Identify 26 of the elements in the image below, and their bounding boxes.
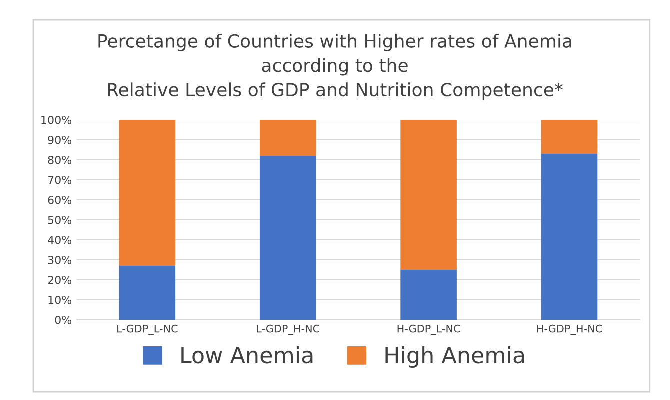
bar <box>119 266 176 320</box>
bar <box>400 270 457 320</box>
legend-label: Low Anemia <box>182 346 313 364</box>
bar <box>541 120 598 154</box>
y-tick-label: 50% <box>48 216 72 224</box>
bar <box>541 154 598 320</box>
x-tick-label: L-GDP_H-NC <box>257 324 320 336</box>
x-tick-label: H-GDP_L-NC <box>398 324 460 336</box>
bar <box>260 156 316 320</box>
y-tick-label: 90% <box>48 136 72 144</box>
legend-label: High Anemia <box>386 346 524 368</box>
y-tick-label: 70% <box>48 176 72 184</box>
y-tick-label: 10% <box>48 296 72 304</box>
y-tick-label: 80% <box>48 156 72 164</box>
y-tick-label: 0% <box>55 316 72 324</box>
bar <box>260 120 316 156</box>
x-tick-label: H-GDP_H-NC <box>537 324 602 336</box>
y-tick-label: 20% <box>48 276 72 284</box>
chart-title: Percetange of Countries with Higher rates of Anemia according to the Relative Levels of GDP and Nutrition Competence* <box>98 34 572 100</box>
y-tick-label: 100% <box>42 116 72 124</box>
x-tick-label: L-GDP_L-NC <box>118 324 178 336</box>
y-tick-label: 60% <box>48 196 72 204</box>
bar <box>400 120 457 270</box>
y-tick-label: 30% <box>48 256 72 264</box>
y-tick-label: 40% <box>48 236 72 244</box>
bar <box>119 120 176 266</box>
